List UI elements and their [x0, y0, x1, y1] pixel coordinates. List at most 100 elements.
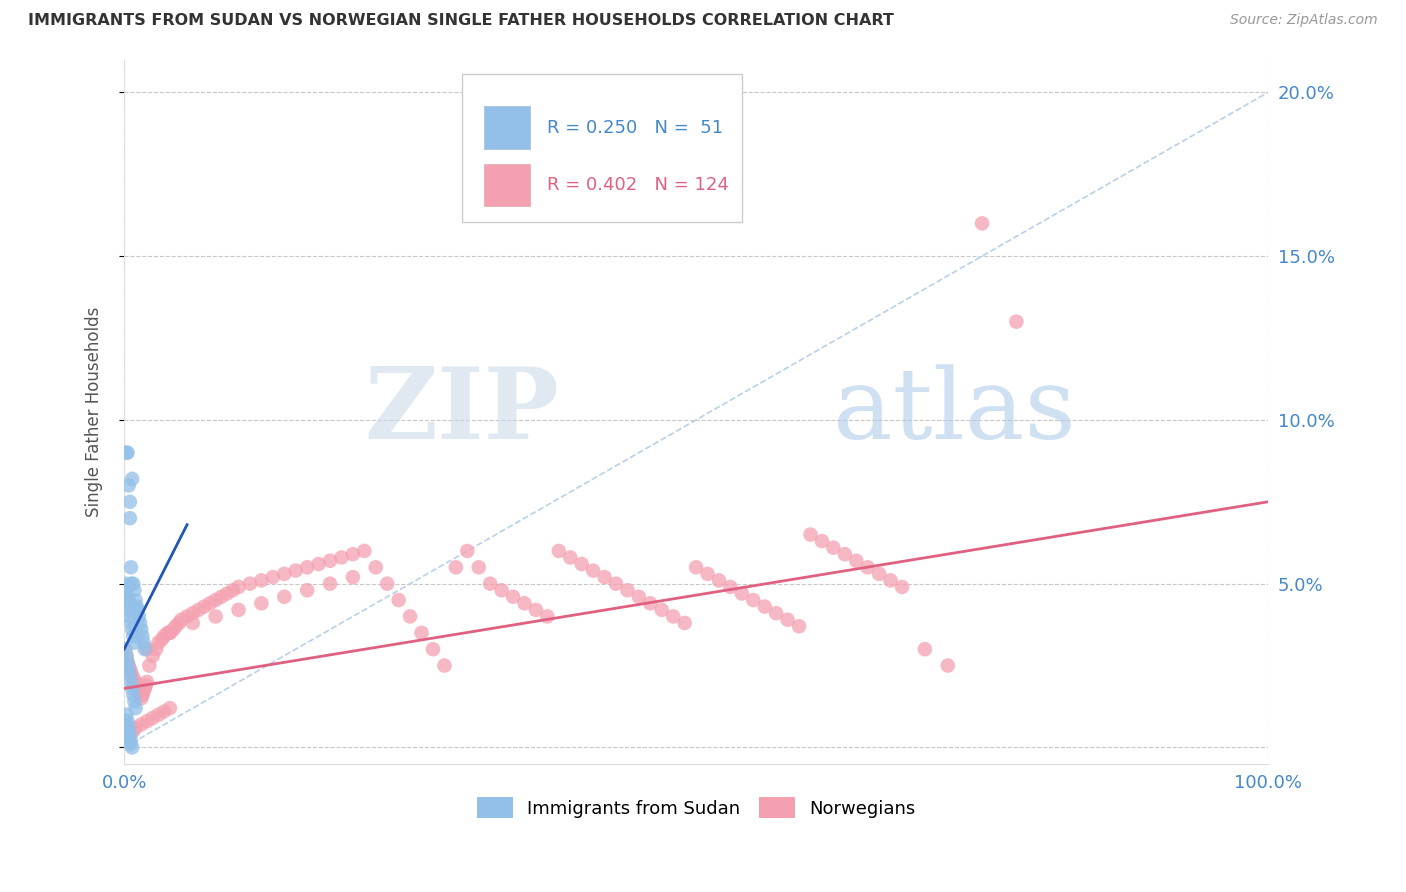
Point: [491, 583, 513, 598]
Point: [114, 642, 136, 657]
Point: [1005, 315, 1028, 329]
Point: [131, 688, 153, 702]
Point: [117, 727, 139, 741]
Point: [118, 603, 141, 617]
Point: [159, 625, 181, 640]
Text: atlas: atlas: [834, 364, 1076, 459]
Point: [167, 615, 190, 630]
Point: [707, 574, 730, 588]
Point: [136, 642, 159, 657]
Point: [120, 665, 142, 679]
Point: [718, 580, 741, 594]
Point: [115, 445, 138, 459]
Point: [547, 544, 569, 558]
Point: [834, 547, 856, 561]
Point: [209, 590, 232, 604]
Point: [159, 625, 181, 640]
Point: [129, 615, 152, 630]
Point: [114, 576, 136, 591]
Point: [868, 566, 890, 581]
Point: [138, 658, 160, 673]
Point: [560, 550, 582, 565]
Point: [222, 583, 245, 598]
Point: [117, 590, 139, 604]
Point: [640, 596, 662, 610]
Point: [364, 560, 387, 574]
Point: [114, 714, 136, 729]
Point: [673, 615, 696, 630]
Point: [295, 560, 318, 574]
Point: [502, 590, 524, 604]
Point: [879, 574, 901, 588]
Point: [193, 599, 215, 614]
Point: [811, 534, 834, 549]
Point: [124, 593, 146, 607]
Point: [122, 724, 145, 739]
Point: [142, 711, 165, 725]
Point: [121, 472, 143, 486]
Point: [120, 560, 142, 574]
Point: [118, 727, 141, 741]
Point: [342, 547, 364, 561]
Point: [582, 564, 605, 578]
Point: [127, 681, 149, 696]
Point: [433, 658, 456, 673]
Point: [776, 613, 799, 627]
Point: [228, 603, 250, 617]
Point: [136, 675, 159, 690]
Bar: [485, 164, 530, 206]
Point: [399, 609, 422, 624]
Point: [117, 655, 139, 669]
Point: [117, 714, 139, 729]
Point: [122, 576, 145, 591]
Point: [262, 570, 284, 584]
Point: [153, 629, 176, 643]
Point: [754, 599, 776, 614]
Point: [204, 609, 226, 624]
Point: [120, 675, 142, 690]
Point: [148, 707, 170, 722]
Point: [616, 583, 638, 598]
Point: [118, 662, 141, 676]
Point: [114, 642, 136, 657]
Point: [115, 648, 138, 663]
Point: [353, 544, 375, 558]
Point: [162, 623, 184, 637]
Point: [118, 609, 141, 624]
Point: [319, 576, 342, 591]
Point: [308, 557, 330, 571]
Text: Source: ZipAtlas.com: Source: ZipAtlas.com: [1230, 13, 1378, 28]
Point: [593, 570, 616, 584]
Point: [115, 721, 138, 735]
Point: [129, 688, 152, 702]
Point: [120, 734, 142, 748]
Point: [627, 590, 650, 604]
Point: [134, 642, 156, 657]
Point: [204, 593, 226, 607]
Point: [388, 593, 411, 607]
Point: [118, 593, 141, 607]
Point: [115, 648, 138, 663]
Point: [319, 554, 342, 568]
Point: [150, 632, 173, 647]
Point: [118, 658, 141, 673]
Point: [117, 596, 139, 610]
Point: [124, 701, 146, 715]
Point: [128, 685, 150, 699]
Point: [120, 615, 142, 630]
Point: [115, 583, 138, 598]
Point: [217, 586, 239, 600]
Point: [121, 668, 143, 682]
Point: [411, 625, 433, 640]
Point: [742, 593, 765, 607]
Point: [375, 576, 398, 591]
Point: [129, 623, 152, 637]
Point: [662, 609, 685, 624]
Point: [479, 576, 502, 591]
Point: [250, 574, 273, 588]
Point: [136, 714, 159, 729]
Point: [125, 599, 148, 614]
Point: [117, 731, 139, 745]
Point: [914, 642, 936, 657]
Point: [176, 609, 198, 624]
